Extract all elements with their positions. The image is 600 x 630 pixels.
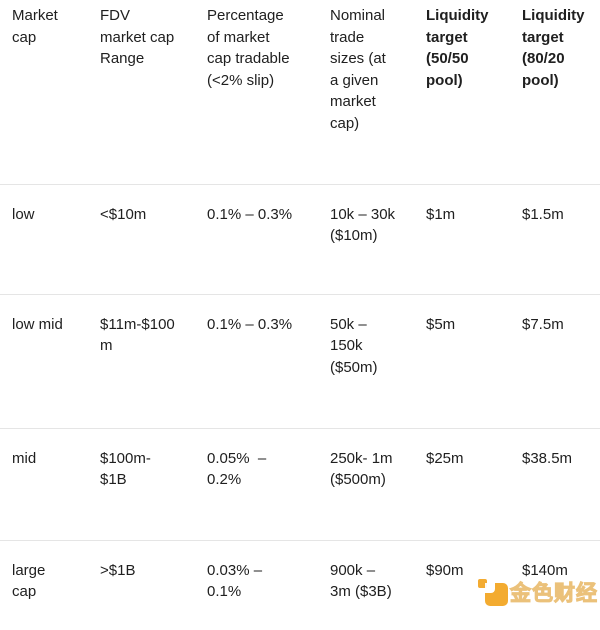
table-cell: low xyxy=(0,183,88,294)
table-cell: low mid xyxy=(0,293,88,428)
col-header-fdv-market-cap-range: FDV market cap Range xyxy=(100,7,175,67)
table-row-low: low <$10m 0.1% – 0.3% 10k – 30k ($10m) $… xyxy=(0,183,600,294)
table-cell: mid xyxy=(0,427,88,540)
col-header-nominal-trade-sizes: Nominal trade sizes (at a given market c… xyxy=(330,7,386,132)
col-header-liquidity-target-5050: Liquidity target (50/50 pool) xyxy=(426,7,489,89)
table-row-low-mid: low mid $11m-$100 m 0.1% – 0.3% 50k – 15… xyxy=(0,293,600,428)
table-cell: >$1B xyxy=(88,539,195,630)
table-header-row: Market cap FDV market cap Range Percenta… xyxy=(0,0,600,184)
table-cell: $1.5m xyxy=(510,183,600,294)
table-row-large-cap: large cap >$1B 0.03% – 0.1% 900k – 3m ($… xyxy=(0,539,600,630)
table-cell: $90m xyxy=(414,539,510,630)
col-header-pct-market-cap-tradable: Percentage of market cap tradable (<2% s… xyxy=(207,7,290,89)
table-row-mid: mid $100m- $1B 0.05% – 0.2% 250k- 1m ($5… xyxy=(0,427,600,540)
col-header-market-cap: Market cap xyxy=(12,7,58,46)
table-cell: 250k- 1m ($500m) xyxy=(318,427,414,540)
table-cell: 10k – 30k ($10m) xyxy=(318,183,414,294)
table-cell: <$10m xyxy=(88,183,195,294)
table-cell: 0.03% – 0.1% xyxy=(195,539,318,630)
table-cell: $25m xyxy=(414,427,510,540)
table-cell: $140m xyxy=(510,539,600,630)
table-cell: $7.5m xyxy=(510,293,600,428)
table-cell: 0.1% – 0.3% xyxy=(195,293,318,428)
table-cell: 900k – 3m ($3B) xyxy=(318,539,414,630)
table-cell: 0.05% – 0.2% xyxy=(195,427,318,540)
table-cell: 0.1% – 0.3% xyxy=(195,183,318,294)
table-cell: $11m-$100 m xyxy=(88,293,195,428)
col-header-liquidity-target-8020: Liquidity target (80/20 pool) xyxy=(522,7,585,89)
table-cell: 50k – 150k ($50m) xyxy=(318,293,414,428)
table-cell: $1m xyxy=(414,183,510,294)
table-cell: $5m xyxy=(414,293,510,428)
table-cell: $38.5m xyxy=(510,427,600,540)
table-cell: large cap xyxy=(0,539,88,630)
table-cell: $100m- $1B xyxy=(88,427,195,540)
